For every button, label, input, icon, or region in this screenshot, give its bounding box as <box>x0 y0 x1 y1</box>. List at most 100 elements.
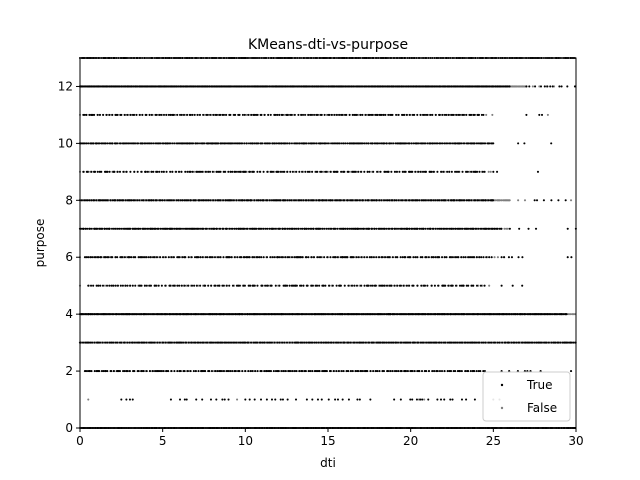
scatter-point <box>464 341 467 344</box>
scatter-point <box>301 370 304 373</box>
scatter-point <box>106 370 109 373</box>
scatter-point <box>355 341 359 344</box>
scatter-point <box>383 341 386 344</box>
scatter-point <box>278 256 281 259</box>
scatter-point <box>331 284 334 287</box>
scatter-point <box>126 341 129 344</box>
scatter-point <box>326 256 329 259</box>
scatter-point <box>219 256 222 259</box>
scatter-point <box>230 256 233 259</box>
scatter-point <box>161 256 165 259</box>
scatter-point <box>501 341 504 344</box>
scatter-point <box>300 284 303 287</box>
scatter-point <box>266 284 269 287</box>
scatter-point <box>449 370 453 373</box>
scatter-point <box>118 370 121 373</box>
scatter-point <box>494 341 497 344</box>
scatter-point <box>164 284 167 287</box>
scatter-point <box>386 370 390 373</box>
scatter-point <box>409 256 412 259</box>
scatter-point <box>475 284 479 287</box>
scatter-point <box>87 284 90 287</box>
scatter-point <box>256 341 259 344</box>
scatter-point <box>274 284 277 287</box>
scatter-point <box>197 341 200 344</box>
scatter-point <box>500 256 503 259</box>
scatter-point <box>169 398 172 401</box>
scatter-point <box>443 370 446 373</box>
scatter-point <box>353 341 356 344</box>
scatter-point <box>199 256 202 259</box>
scatter-point <box>446 370 449 373</box>
scatter-point <box>133 341 136 344</box>
scatter-point <box>356 398 359 401</box>
scatter-point <box>284 256 287 259</box>
scatter-point <box>284 370 287 373</box>
scatter-point <box>134 256 137 259</box>
scatter-point <box>460 256 463 259</box>
scatter-point <box>433 370 436 373</box>
scatter-point <box>174 113 177 116</box>
scatter-point <box>231 370 234 373</box>
scatter-point <box>349 370 352 373</box>
scatter-point <box>311 398 314 401</box>
scatter-point <box>334 398 337 401</box>
scatter-point <box>328 284 331 287</box>
scatter-point <box>250 341 253 344</box>
scatter-point <box>458 370 462 373</box>
scatter-point <box>131 398 134 401</box>
scatter-point <box>253 398 256 401</box>
scatter-point <box>337 370 340 373</box>
scatter-point <box>517 199 520 202</box>
scatter-point <box>116 284 120 287</box>
scatter-point <box>416 284 419 287</box>
scatter-point <box>569 370 573 373</box>
scatter-point <box>391 256 394 259</box>
scatter-point <box>83 256 87 259</box>
scatter-point <box>507 341 511 344</box>
scatter-point <box>482 341 485 344</box>
scatter-point <box>409 341 412 344</box>
scatter-point <box>253 284 256 287</box>
scatter-point <box>281 398 285 401</box>
scatter-point <box>286 284 289 287</box>
scatter-point <box>295 284 298 287</box>
scatter-point <box>507 256 511 259</box>
scatter-point <box>126 284 129 287</box>
scatter-point <box>510 256 514 259</box>
scatter-point <box>120 227 123 230</box>
scatter-point <box>81 341 85 344</box>
scatter-point <box>202 170 205 173</box>
scatter-point <box>391 370 394 373</box>
scatter-point <box>412 256 415 259</box>
scatter-point <box>266 341 269 344</box>
scatter-point <box>279 370 282 373</box>
scatter-point <box>225 284 228 287</box>
scatter-point <box>420 370 424 373</box>
scatter-point <box>449 398 452 401</box>
scatter-point <box>82 227 85 230</box>
scatter-point <box>307 256 310 259</box>
scatter-point <box>404 256 407 259</box>
scatter-point <box>185 341 188 344</box>
scatter-point <box>353 284 356 287</box>
scatter-point <box>460 370 463 373</box>
scatter-point <box>399 284 403 287</box>
scatter-point <box>329 256 332 259</box>
scatter-point <box>120 341 123 344</box>
scatter-point <box>215 398 218 401</box>
scatter-point <box>222 284 225 287</box>
scatter-point <box>160 284 163 287</box>
scatter-point <box>503 227 506 230</box>
scatter-point <box>261 284 264 287</box>
scatter-point <box>285 341 289 344</box>
scatter-point <box>557 341 560 344</box>
scatter-point <box>151 370 154 373</box>
scatter-point <box>103 284 107 287</box>
scatter-point <box>464 370 467 373</box>
scatter-point <box>311 284 314 287</box>
scatter-point <box>154 284 158 287</box>
scatter-point <box>342 370 345 373</box>
scatter-point <box>318 370 321 373</box>
scatter-point <box>104 256 107 259</box>
